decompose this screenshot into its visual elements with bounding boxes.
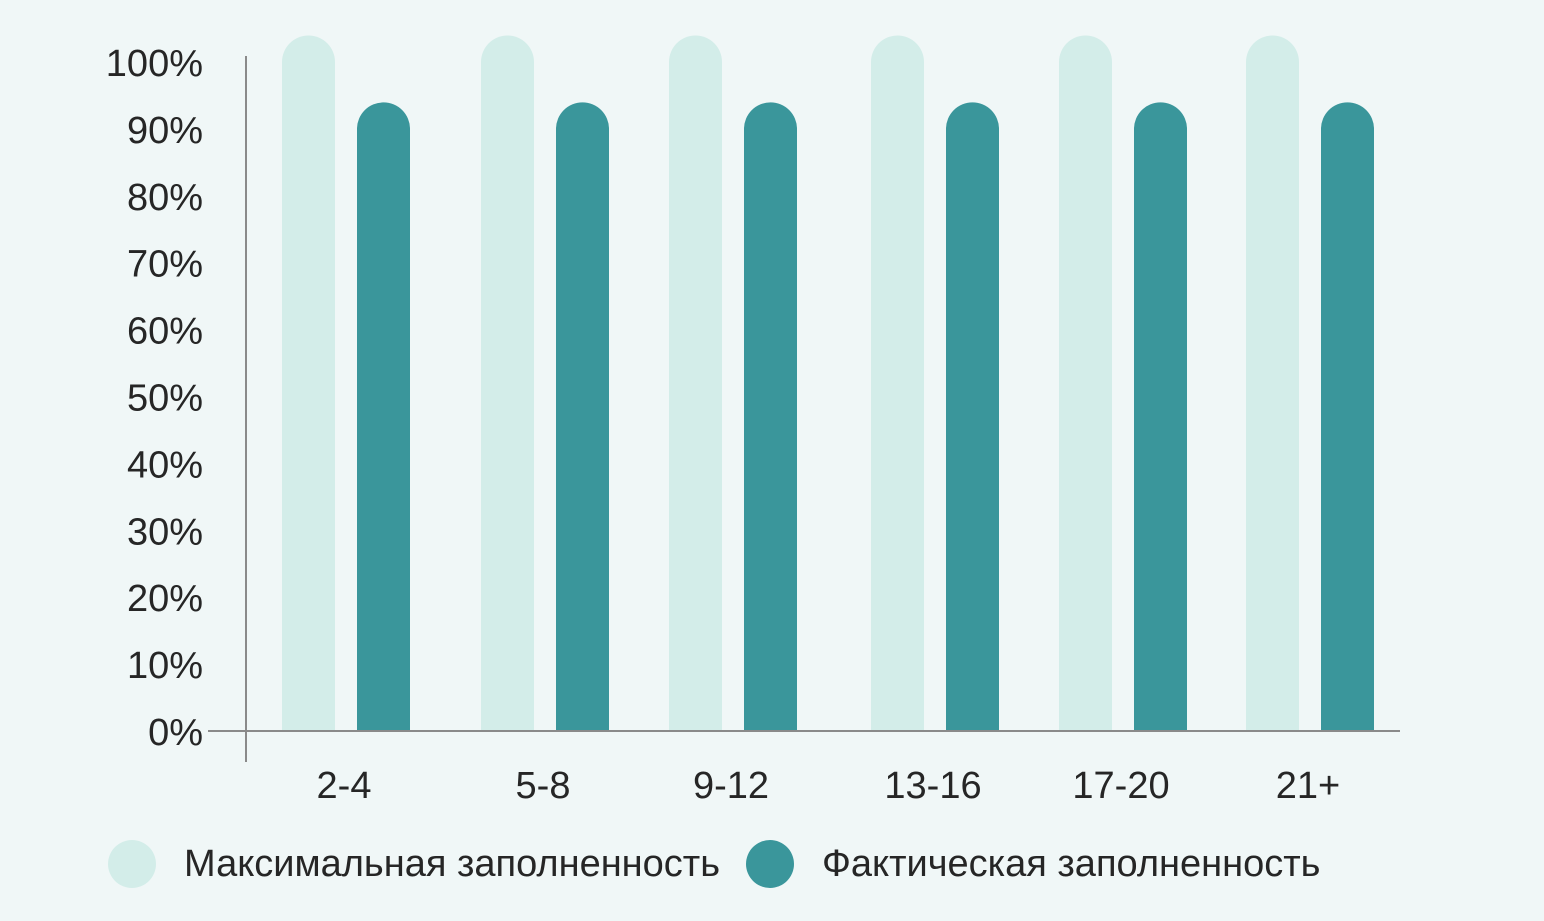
y-tick-labels: 0% 10% 20% 30% 40% 50% 60% 70% 80% 90% 100% <box>106 43 203 754</box>
y-tick-label: 50% <box>127 378 203 420</box>
y-tick-label: 90% <box>127 110 203 152</box>
legend: Максимальная заполненность Фактическая з… <box>108 838 1320 890</box>
y-tick-label: 30% <box>127 511 203 553</box>
x-tick-label: 5-8 <box>516 765 571 807</box>
y-tick-label: 80% <box>127 177 203 219</box>
legend-swatch-max <box>108 840 156 888</box>
legend-item-max: Максимальная заполненность <box>108 840 720 888</box>
bar-actual-5-8 <box>556 102 609 731</box>
bar-actual-17-20 <box>1134 102 1187 731</box>
bar-max-13-16 <box>871 35 924 732</box>
legend-item-actual: Фактическая заполненность <box>746 840 1320 888</box>
x-tick-label: 9-12 <box>693 765 769 807</box>
bar-actual-13-16 <box>946 102 999 731</box>
y-tick-label: 60% <box>127 311 203 353</box>
x-tick-label: 17-20 <box>1072 765 1169 807</box>
bars-layer <box>282 35 1374 732</box>
bar-max-9-12 <box>669 35 722 732</box>
legend-label-max: Максимальная заполненность <box>184 842 721 885</box>
x-tick-label: 13-16 <box>884 765 981 807</box>
legend-label-actual: Фактическая заполненность <box>822 842 1321 885</box>
y-tick-label: 100% <box>106 43 203 85</box>
bar-actual-2-4 <box>357 102 410 731</box>
x-tick-labels: 2-4 5-8 9-12 13-16 17-20 21+ <box>317 765 1341 807</box>
y-tick-label: 0% <box>148 712 203 754</box>
bar-max-21+ <box>1246 35 1299 732</box>
bar-actual-9-12 <box>744 102 797 731</box>
y-tick-label: 10% <box>127 645 203 687</box>
y-tick-label: 70% <box>127 244 203 286</box>
bar-actual-21+ <box>1321 102 1374 731</box>
x-tick-label: 2-4 <box>317 765 372 807</box>
y-tick-label: 20% <box>127 578 203 620</box>
bar-max-17-20 <box>1059 35 1112 732</box>
bar-max-5-8 <box>481 35 534 732</box>
bar-max-2-4 <box>282 35 335 732</box>
y-tick-label: 40% <box>127 444 203 486</box>
x-tick-label: 21+ <box>1276 765 1340 807</box>
legend-swatch-actual <box>746 840 795 888</box>
